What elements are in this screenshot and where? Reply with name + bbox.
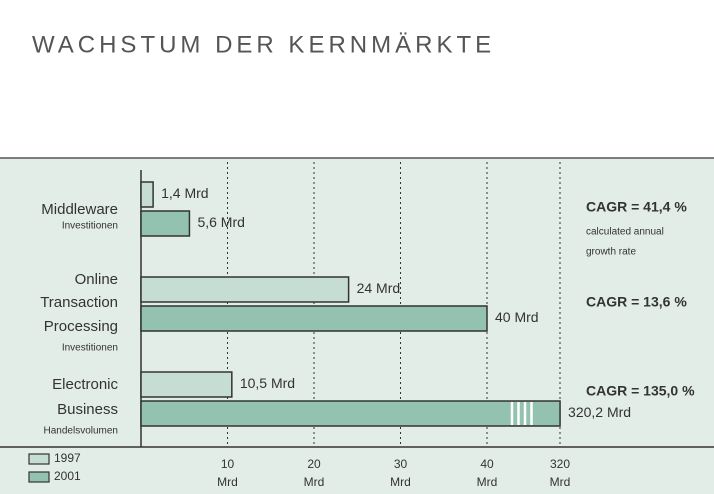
legend-label: 1997: [54, 451, 81, 465]
legend-label: 2001: [54, 469, 81, 483]
x-tick-label: 320: [550, 457, 570, 471]
bar: [140, 210, 191, 237]
x-tick-label: 10: [221, 457, 235, 471]
bar: [140, 276, 350, 303]
category-label: Middleware: [41, 201, 118, 218]
value-label: 10,5 Mrd: [240, 375, 295, 391]
x-tick-unit: Mrd: [304, 475, 325, 489]
annotation: CAGR = 41,4 %: [586, 199, 687, 215]
bar: [140, 305, 488, 332]
category-note: Investitionen: [62, 221, 118, 232]
category-label: Online: [75, 271, 118, 288]
category-label: Business: [57, 401, 118, 418]
x-tick-unit: Mrd: [390, 475, 411, 489]
annotation: CAGR = 135,0 %: [586, 383, 695, 399]
bar: [140, 371, 233, 398]
chart-title: WACHSTUM DER KERNMÄRKTE: [32, 31, 495, 58]
bar: [140, 181, 154, 208]
x-tick-unit: Mrd: [477, 475, 498, 489]
x-tick-label: 40: [480, 457, 494, 471]
value-label: 320,2 Mrd: [568, 404, 631, 420]
x-tick-unit: Mrd: [217, 475, 238, 489]
legend-swatch: [28, 471, 50, 483]
legend-swatch: [28, 453, 50, 465]
category-label: Electronic: [52, 376, 118, 393]
bar: [140, 400, 561, 427]
category-label: Transaction: [40, 294, 118, 311]
category-label: Processing: [44, 318, 118, 335]
annotation: CAGR = 13,6 %: [586, 294, 687, 310]
category-note: Handelsvolumen: [44, 426, 119, 437]
category-note: Investitionen: [62, 343, 118, 354]
x-tick-label: 20: [307, 457, 321, 471]
value-label: 1,4 Mrd: [161, 185, 208, 201]
x-tick-label: 30: [394, 457, 408, 471]
x-tick-unit: Mrd: [550, 475, 571, 489]
value-label: 5,6 Mrd: [197, 214, 244, 230]
value-label: 24 Mrd: [357, 280, 401, 296]
annotation-note: growth rate: [586, 247, 636, 258]
annotation-note: calculated annual: [586, 227, 664, 238]
value-label: 40 Mrd: [495, 309, 539, 325]
